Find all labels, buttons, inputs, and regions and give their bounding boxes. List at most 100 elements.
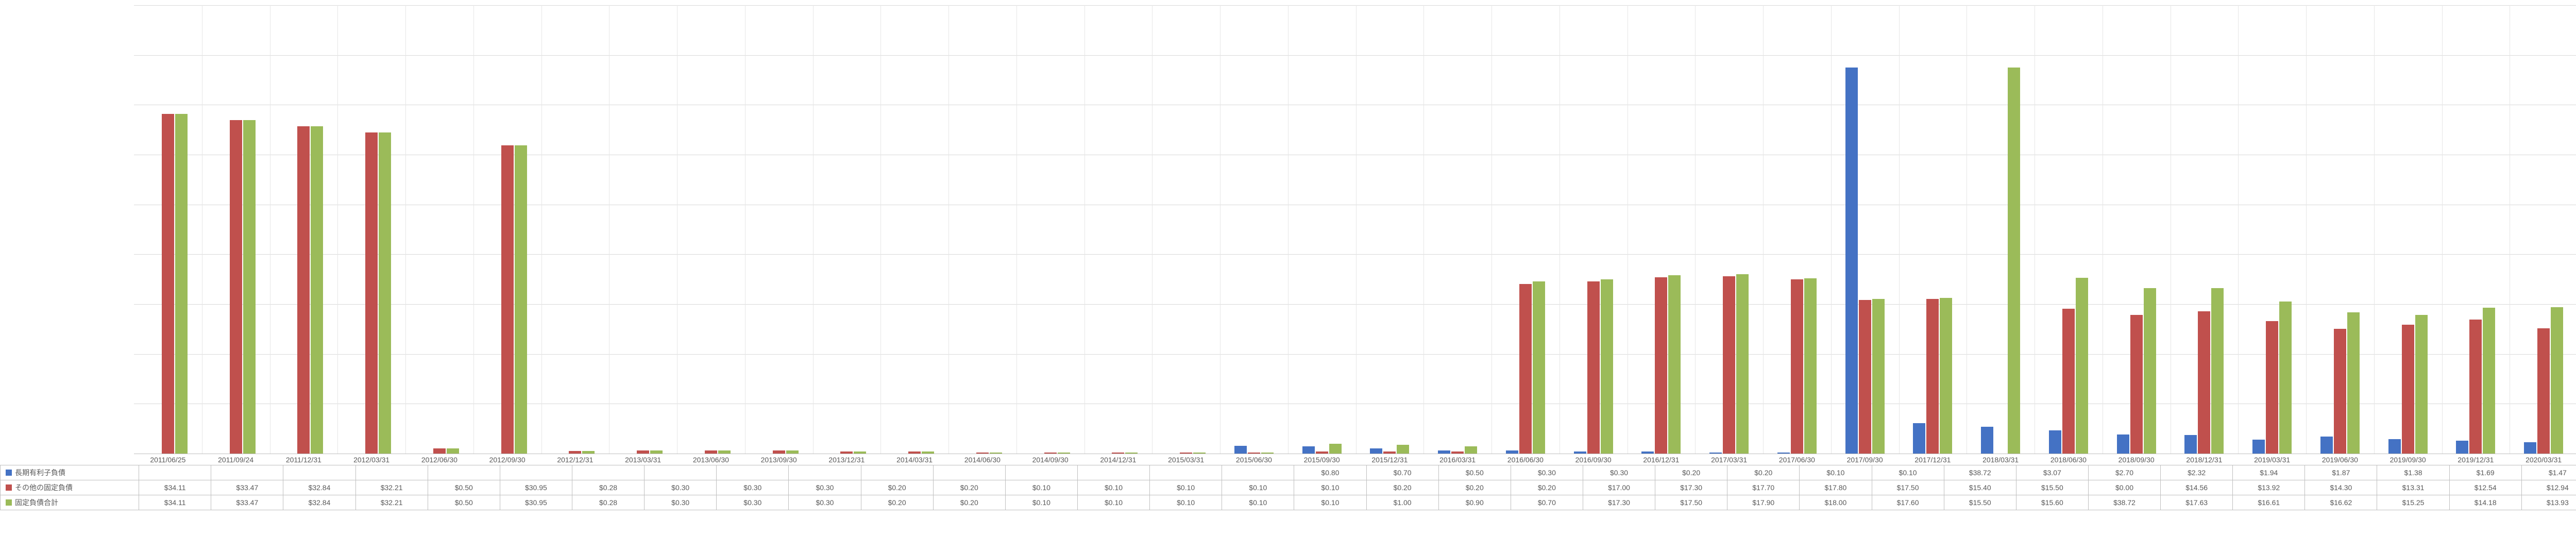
bar-ofl — [230, 120, 242, 454]
bar-ltd — [1438, 450, 1450, 454]
table-cell: $14.18 — [2449, 495, 2521, 510]
bar-tfl — [175, 114, 188, 454]
bar-ltd — [2456, 441, 2468, 454]
bar-ltd — [2388, 439, 2401, 454]
table-cell: $0.10 — [1294, 495, 1366, 510]
bar-tfl — [718, 450, 731, 454]
table-cell: $0.10 — [1222, 495, 1294, 510]
table-row: 固定負債合計$34.11$33.47$32.84$32.21$0.50$30.9… — [1, 495, 2576, 510]
table-row: 長期有利子負債$0.80$0.70$0.50$0.30$0.30$0.20$0.… — [1, 465, 2576, 480]
bar-tfl — [854, 451, 866, 454]
bar-ofl — [1723, 276, 1735, 454]
x-axis-labels: 2011/06/252011/09/242011/12/312012/03/31… — [134, 456, 2576, 465]
bar-ofl — [1451, 451, 1464, 454]
table-cell: $0.70 — [1366, 465, 1438, 480]
bar-ltd — [1506, 450, 1518, 454]
bar-tfl — [2144, 288, 2156, 454]
table-cell: $15.25 — [2377, 495, 2449, 510]
table-cell: $1.38 — [2377, 465, 2449, 480]
table-cell: $32.21 — [355, 495, 428, 510]
bar-tfl — [2076, 278, 2088, 454]
table-cell: $34.11 — [139, 480, 211, 495]
x-axis-label: 2015/03/31 — [1152, 456, 1220, 464]
table-cell: $33.47 — [211, 480, 283, 495]
table-cell: $15.60 — [2016, 495, 2088, 510]
x-axis-label: 2018/12/31 — [2171, 456, 2239, 464]
bar-ofl — [976, 453, 989, 454]
bar-ltd — [1234, 446, 1247, 454]
x-axis-label: 2019/06/30 — [2306, 456, 2374, 464]
table-cell: $17.30 — [1655, 480, 1727, 495]
table-cell: $0.30 — [717, 495, 789, 510]
table-cell: $0.30 — [1511, 465, 1583, 480]
table-cell: $17.80 — [1800, 480, 1872, 495]
x-axis-label: 2019/03/31 — [2238, 456, 2306, 464]
table-cell — [1222, 465, 1294, 480]
table-cell — [861, 465, 933, 480]
table-cell: $0.10 — [1222, 480, 1294, 495]
table-cell: $0.10 — [1150, 495, 1222, 510]
x-axis-label: 2017/03/31 — [1695, 456, 1763, 464]
table-cell: $0.20 — [933, 480, 1005, 495]
bar-ofl — [1383, 451, 1396, 454]
bar-ofl — [2469, 320, 2482, 454]
legend-swatch — [6, 484, 12, 491]
x-axis-label: 2014/06/30 — [948, 456, 1016, 464]
x-axis-label: 2017/12/31 — [1899, 456, 1967, 464]
data-table: 長期有利子負債$0.80$0.70$0.50$0.30$0.30$0.20$0.… — [0, 465, 2576, 510]
table-cell: $0.20 — [1438, 480, 1511, 495]
table-cell — [211, 465, 283, 480]
bar-ltd — [1641, 451, 1654, 454]
bar-tfl — [1058, 453, 1070, 454]
bar-ofl — [1519, 284, 1532, 454]
table-cell: $0.70 — [1511, 495, 1583, 510]
table-cell: $13.31 — [2377, 480, 2449, 495]
x-axis-label: 2012/09/30 — [473, 456, 541, 464]
bar-ltd — [1574, 451, 1586, 454]
table-cell: $17.30 — [1583, 495, 1655, 510]
bar-ofl — [1926, 299, 1939, 454]
bar-tfl — [1329, 444, 1342, 454]
table-cell: $0.20 — [1655, 465, 1727, 480]
legend-swatch — [6, 499, 12, 506]
bar-ofl — [1791, 279, 1803, 454]
table-cell — [933, 465, 1005, 480]
x-axis-label: 2019/12/31 — [2442, 456, 2510, 464]
table-cell: $0.20 — [933, 495, 1005, 510]
x-axis-label: 2016/03/31 — [1423, 456, 1492, 464]
bar-ofl — [2130, 315, 2143, 454]
table-cell: $30.95 — [500, 495, 572, 510]
bar-ofl — [162, 114, 174, 454]
bar-tfl — [1465, 446, 1477, 454]
table-cell: $0.10 — [1150, 480, 1222, 495]
table-cell — [1005, 465, 1077, 480]
table-cell: $12.54 — [2449, 480, 2521, 495]
x-axis-label: 2018/06/30 — [2035, 456, 2103, 464]
bar-ofl — [773, 450, 785, 454]
table-cell — [428, 465, 500, 480]
table-cell: $0.80 — [1294, 465, 1366, 480]
table-cell: $13.93 — [2521, 495, 2576, 510]
table-cell: $1.00 — [1366, 495, 1438, 510]
bar-ltd — [1981, 427, 1993, 454]
bar-tfl — [2415, 315, 2428, 454]
x-axis-label: 2015/09/30 — [1288, 456, 1356, 464]
table-cell: $0.28 — [572, 495, 644, 510]
table-cell: $0.30 — [645, 480, 717, 495]
x-axis-label: 2013/12/31 — [813, 456, 881, 464]
table-cell: $16.61 — [2233, 495, 2305, 510]
bar-tfl — [447, 448, 459, 454]
table-cell: $17.00 — [1583, 480, 1655, 495]
table-cell: $17.63 — [2161, 495, 2233, 510]
bar-tfl — [1940, 298, 1952, 454]
bar-tfl — [2008, 68, 2020, 454]
bar-ofl — [2198, 311, 2210, 454]
bar-ltd — [2117, 434, 2129, 454]
bar-tfl — [2483, 308, 2495, 454]
bar-tfl — [582, 451, 595, 454]
x-axis-label: 2011/09/24 — [202, 456, 270, 464]
x-axis-label: 2012/06/30 — [405, 456, 473, 464]
bar-tfl — [922, 451, 934, 454]
bar-ofl — [1044, 453, 1057, 454]
table-cell: $0.10 — [1005, 495, 1077, 510]
